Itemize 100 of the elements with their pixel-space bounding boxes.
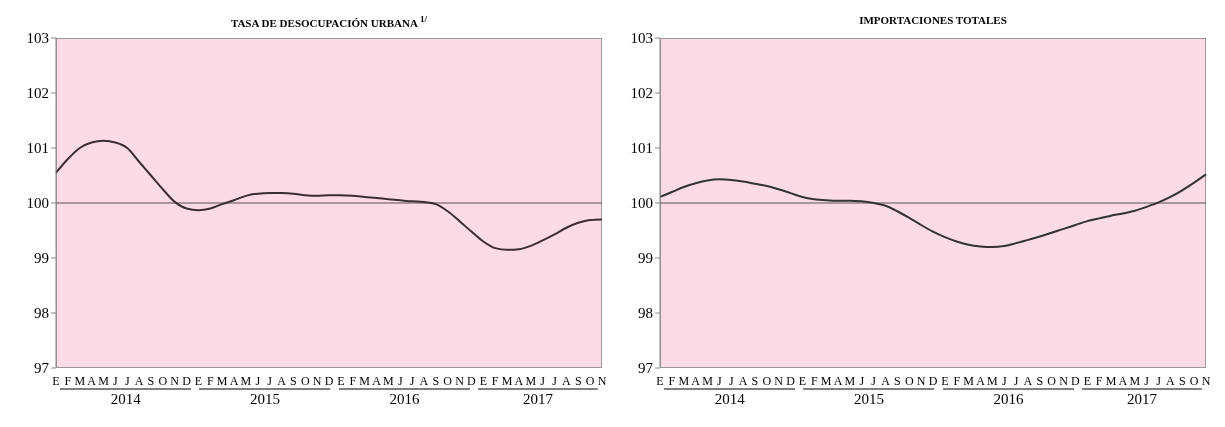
x-tick-label: A [881,373,891,388]
x-tick-label: S [1036,373,1044,388]
y-tick-label: 97 [34,360,50,377]
x-tick-label: J [1144,373,1150,388]
x-tick-label: M [1105,373,1117,388]
x-tick-label: M [844,373,856,388]
x-tick-label: A [134,373,144,388]
x-tick-label: F [810,373,818,388]
x-tick-label: J [859,373,865,388]
x-tick-label: A [562,373,572,388]
x-tick-label: S [574,373,582,388]
x-tick-label: J [871,373,877,388]
x-tick-label: F [1095,373,1103,388]
x-tick-label: D [1071,373,1081,388]
x-tick-label: J [255,373,261,388]
line-series [659,173,1207,248]
x-tick-label: A [833,373,843,388]
x-tick-label: F [491,373,499,388]
text: 2017 [1126,391,1159,408]
x-tick-label: A [1118,373,1128,388]
x-tick-label: D [786,373,796,388]
x-tick-label: E [194,373,203,388]
text: 2017 [522,391,555,408]
x-tick-label: E [479,373,487,388]
x-tick-label: M [678,373,690,388]
x-tick-label: N [916,373,926,388]
line-series [55,139,603,251]
text: 2014 [109,391,142,408]
x-tick-label: J [540,373,546,388]
x-tick-label: A [277,373,287,388]
x-tick-label: F [349,373,357,388]
x-tick-label: S [894,373,901,388]
y-tick-label: 98 [638,305,653,322]
x-tick-label: E [656,373,664,388]
x-tick-label: M [1129,373,1141,388]
text: 2016 [992,391,1025,408]
x-tick-label: M [216,373,228,388]
x-tick-label: A [229,373,239,388]
x-tick-label: N [774,373,784,388]
text: 2016 [388,391,421,408]
x-tick-label: S [751,373,759,388]
x-tick-label: M [501,373,513,388]
x-tick-label: M [525,373,537,388]
x-tick-label: M [963,373,975,388]
x-tick-label: F [953,373,961,388]
x-tick-label: E [52,373,60,388]
y-tick-label: 102 [26,85,49,102]
x-tick-label: M [240,373,252,388]
x-tick-label: J [1156,373,1162,388]
text: 2014 [713,391,746,408]
x-tick-label: N [455,373,465,388]
y-tick-label: 99 [34,250,49,267]
x-tick-label: N [1059,373,1069,388]
x-tick-label: J [1013,373,1019,388]
x-tick-label: A [372,373,382,388]
x-tick-label: S [147,373,155,388]
x-tick-label: A [1023,373,1033,388]
x-tick-label: J [728,373,734,388]
text: 2015 [853,391,886,408]
x-tick-label: O [904,373,914,388]
y-tick-label: 98 [34,305,49,322]
x-tick-label: J [267,373,273,388]
x-tick-label: J [409,373,415,388]
y-tick-label: 103 [26,30,49,47]
x-tick-label: S [432,373,440,388]
x-tick-label: F [206,373,214,388]
x-tick-label: M [359,373,371,388]
x-tick-label: M [820,373,832,388]
x-tick-label: A [691,373,701,388]
chart-title: TASA DE DESOCUPACIÓN URBANA $^{1/}$ [229,14,429,29]
x-tick-label: O [585,373,595,388]
x-tick-label: A [87,373,97,388]
x-tick-label: J [113,373,119,388]
x-tick-label: F [64,373,72,388]
chart-title: IMPORTACIONES TOTALES [858,14,1008,26]
x-tick-label: O [443,373,453,388]
y-tick-label: 101 [630,140,653,157]
x-tick-label: A [514,373,524,388]
x-tick-label: A [1166,373,1176,388]
x-tick-label: S [290,373,297,388]
x-tick-label: J [397,373,403,388]
x-tick-label: M [702,373,714,388]
y-tick-label: 99 [638,250,653,267]
x-tick-label: N [1201,373,1211,388]
x-tick-label: D [182,373,192,388]
y-tick-label: 97 [638,360,654,377]
x-tick-label: M [74,373,86,388]
y-tick-label: 102 [630,85,653,102]
x-tick-label: N [312,373,322,388]
x-tick-label: O [1047,373,1057,388]
x-tick-label: M [383,373,395,388]
x-tick-label: O [762,373,772,388]
x-tick-label: F [668,373,676,388]
x-tick-label: J [124,373,130,388]
x-tick-label: O [300,373,310,388]
text: 2015 [249,391,282,408]
y-tick-label: 100 [26,195,49,212]
x-tick-label: J [552,373,558,388]
x-tick-label: N [597,373,607,388]
y-tick-label: 100 [630,195,653,212]
